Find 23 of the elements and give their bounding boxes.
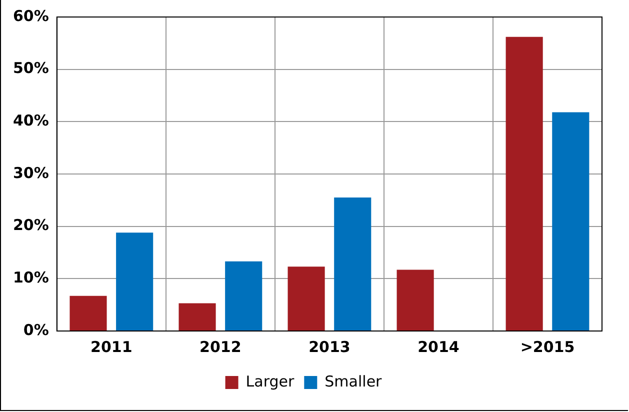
y-tick-label: 30% xyxy=(12,164,49,182)
bar xyxy=(70,296,107,330)
x-tick-label: 2014 xyxy=(418,338,460,356)
y-tick-label: 50% xyxy=(12,59,49,78)
x-tick-label: 2012 xyxy=(200,338,242,356)
y-tick-label: 40% xyxy=(12,112,49,130)
y-tick-label: 10% xyxy=(12,268,49,287)
bar xyxy=(288,266,325,330)
bar xyxy=(116,232,154,330)
y-tick-label: 60% xyxy=(12,6,49,25)
x-tick-label: 2013 xyxy=(308,338,350,356)
x-tick-label: >2015 xyxy=(520,338,575,356)
bar xyxy=(396,270,434,330)
bar xyxy=(506,36,543,330)
legend-label: Larger xyxy=(246,372,295,390)
y-tick-label: 20% xyxy=(12,216,49,234)
bar xyxy=(178,303,216,330)
y-tick-label: 0% xyxy=(23,320,49,339)
bar xyxy=(225,261,262,330)
legend-label: Smaller xyxy=(324,372,383,390)
bar xyxy=(552,112,590,330)
bar xyxy=(334,198,372,330)
x-tick-label: 2011 xyxy=(90,338,132,356)
